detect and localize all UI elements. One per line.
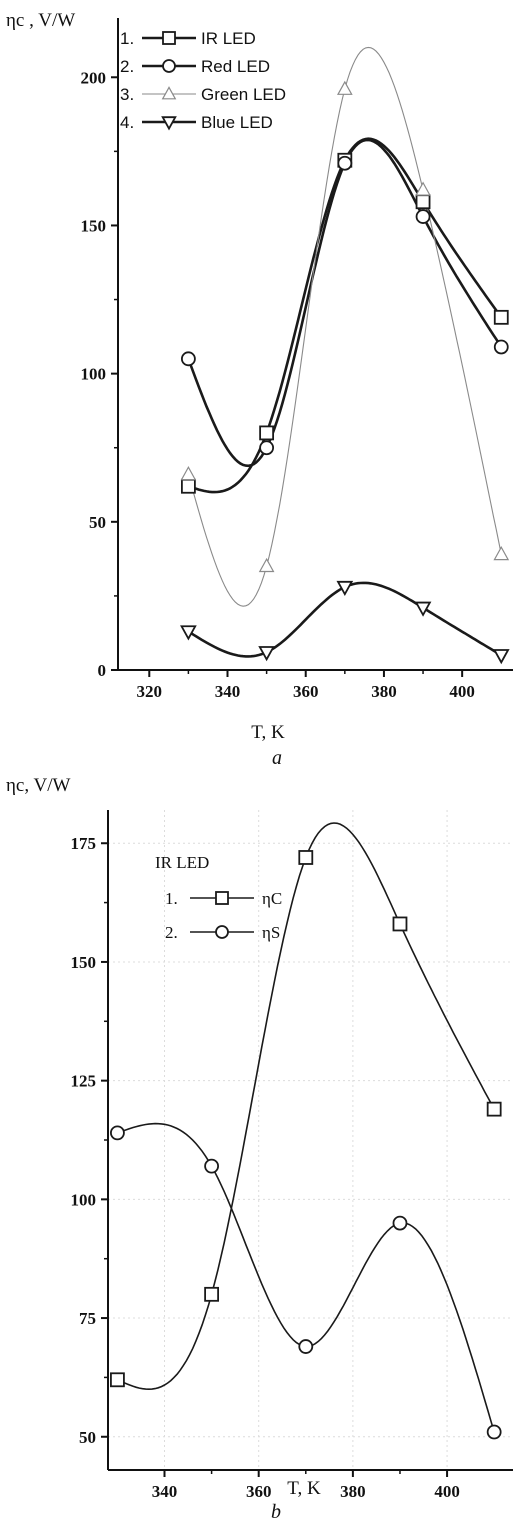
chart-b: ηc, V/W 340 360 380 400 50 75 100 125 150 175 IR …: [6, 775, 513, 1523]
chart-a-ytick-label-3: 150: [81, 216, 107, 235]
chart-b-point-s2-1: [110, 1125, 125, 1141]
legend-b-num-2: 2.: [165, 923, 178, 942]
legend-a-num-1: 1.: [120, 29, 134, 48]
chart-a-ylabel: ηc , V/W: [6, 10, 75, 31]
chart-a-point-s3-5: [493, 546, 510, 561]
legend-a-marker-3: [161, 86, 177, 100]
legend-a-num-3: 3.: [120, 85, 134, 104]
chart-a-point-s4-5: [492, 649, 510, 665]
legend-a-marker-4: [161, 116, 177, 131]
chart-a-ytick-label-4: 200: [81, 68, 107, 87]
chart-b-point-s1-1: [110, 1372, 125, 1388]
chart-a-point-s3-3: [336, 80, 353, 95]
legend-a-marker-1: [162, 31, 176, 45]
chart-b-ytick-label-2: 100: [71, 1190, 97, 1209]
chart-a-legend: 1. 2. 3. 4. IR LED Red LED Green LED Blu…: [120, 29, 286, 132]
chart-b-ytick-label-1: 75: [79, 1309, 96, 1328]
legend-a-label-1: IR LED: [201, 29, 256, 48]
chart-a-point-s1-5: [493, 309, 509, 325]
chart-b-ytick-label-0: 50: [79, 1428, 96, 1447]
chart-a-point-s3-4: [415, 181, 431, 196]
chart-b-point-s2-5: [486, 1424, 502, 1440]
chart-b-series-line-2: [117, 1122, 495, 1433]
chart-a-point-s2-5: [493, 339, 509, 355]
chart-b-ytick-label-3: 125: [71, 1072, 97, 1091]
chart-b-point-s1-2: [204, 1286, 220, 1302]
chart-a-ytick-label-0: 0: [98, 661, 107, 680]
legend-a-label-4: Blue LED: [201, 113, 273, 132]
chart-b-ytick-label-4: 150: [71, 953, 97, 972]
legend-b-num-1: 1.: [165, 889, 178, 908]
chart-a-ytick-label-1: 50: [89, 513, 106, 532]
chart-b-xtick-label-2: 380: [340, 1482, 366, 1501]
chart-a-point-s4-4: [414, 601, 432, 617]
chart-b-point-s2-3: [298, 1339, 314, 1354]
chart-a-xtick-label-4: 400: [449, 682, 475, 701]
chart-b-point-s1-3: [298, 850, 314, 865]
legend-b-label-1: ηC: [262, 889, 282, 908]
legend-b-label-2: ηS: [262, 923, 280, 942]
chart-a-ytick-label-2: 100: [81, 365, 107, 384]
chart-a-xlabel: T, K: [251, 722, 285, 743]
legend-a-label-3: Green LED: [201, 85, 286, 104]
chart-a-point-s2-1: [180, 351, 196, 367]
chart-a-series-line-2: [187, 138, 503, 468]
chart-a-point-s4-3: [336, 580, 354, 597]
chart-a-xtick-label-2: 360: [293, 682, 319, 701]
chart-b-ytick-label-5: 175: [71, 834, 97, 853]
chart-a: ηc , V/W 320 340 360 380 400 0 50 100 150 200 1. …: [6, 10, 513, 769]
chart-a-xtick-label-3: 380: [371, 682, 397, 701]
chart-a-point-s4-1: [180, 625, 197, 641]
legend-a-num-4: 4.: [120, 113, 134, 132]
legend-b-marker-1: [215, 891, 229, 905]
chart-a-point-s3-2: [258, 557, 275, 573]
chart-b-point-s1-5: [486, 1101, 502, 1117]
chart-b-legend-title: IR LED: [155, 853, 209, 872]
chart-a-point-s3-1: [180, 466, 197, 481]
chart-a-point-s2-3: [337, 155, 353, 171]
chart-a-point-s1-4: [415, 194, 431, 210]
chart-a-xtick-label-0: 320: [137, 682, 163, 701]
legend-a-marker-2: [162, 59, 176, 73]
chart-a-point-s4-2: [258, 646, 275, 662]
chart-b-xlabel: T, K: [287, 1478, 321, 1499]
chart-a-subplot-label: a: [272, 747, 282, 769]
chart-a-point-s1-2: [259, 425, 275, 441]
chart-b-ylabel: ηc, V/W: [6, 775, 71, 796]
chart-b-subplot-label: b: [271, 1501, 281, 1523]
chart-a-point-s1-1: [180, 478, 196, 494]
legend-b-marker-2: [215, 925, 229, 939]
chart-b-point-s1-4: [392, 916, 408, 932]
legend-a-num-2: 2.: [120, 57, 134, 76]
chart-a-xtick-label-1: 340: [215, 682, 241, 701]
chart-b-xtick-label-3: 400: [434, 1482, 460, 1501]
chart-b-xtick-label-0: 340: [152, 1482, 178, 1501]
chart-a-point-s2-2: [259, 440, 275, 456]
chart-b-xtick-label-1: 360: [246, 1482, 272, 1501]
chart-a-point-s2-4: [415, 209, 431, 224]
chart-a-series-line-1: [188, 137, 503, 494]
chart-b-point-s2-4: [392, 1215, 408, 1231]
chart-b-point-s2-2: [204, 1158, 220, 1174]
legend-a-label-2: Red LED: [201, 57, 270, 76]
chart-b-legend: IR LED 1. 2. ηC ηS: [155, 853, 282, 942]
